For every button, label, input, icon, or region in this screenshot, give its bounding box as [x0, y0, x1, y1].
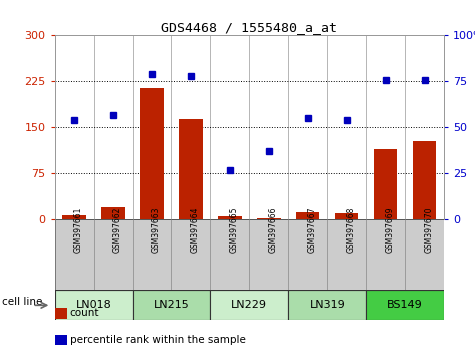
Bar [288, 290, 366, 320]
Bar [62, 215, 86, 219]
Bar [218, 216, 242, 219]
Bar [374, 149, 398, 219]
Text: LN229: LN229 [231, 300, 267, 310]
Bar [140, 87, 164, 219]
Text: cell line: cell line [2, 297, 43, 307]
Text: GSM397661: GSM397661 [74, 207, 83, 253]
Text: GSM397662: GSM397662 [113, 207, 122, 253]
Bar [179, 119, 203, 219]
Text: LN319: LN319 [309, 300, 345, 310]
Bar [335, 213, 359, 219]
Text: GSM397664: GSM397664 [191, 207, 200, 253]
Text: percentile rank within the sample: percentile rank within the sample [70, 335, 246, 345]
Text: count: count [70, 308, 99, 318]
Text: LN215: LN215 [153, 300, 190, 310]
Bar [413, 141, 437, 219]
Bar [257, 218, 281, 219]
Text: BS149: BS149 [387, 300, 423, 310]
Title: GDS4468 / 1555480_a_at: GDS4468 / 1555480_a_at [162, 21, 337, 34]
Text: GSM397668: GSM397668 [347, 207, 356, 253]
Bar [55, 335, 66, 345]
Bar [101, 207, 125, 219]
Bar [55, 290, 133, 320]
Text: GSM397663: GSM397663 [152, 207, 161, 253]
Text: GSM397669: GSM397669 [386, 207, 395, 253]
Text: GSM397670: GSM397670 [425, 207, 434, 253]
Text: GSM397665: GSM397665 [230, 207, 239, 253]
Bar [296, 212, 320, 219]
Text: LN018: LN018 [76, 300, 112, 310]
Bar [55, 308, 66, 319]
Text: GSM397666: GSM397666 [269, 207, 278, 253]
Bar [133, 290, 210, 320]
Text: GSM397667: GSM397667 [308, 207, 317, 253]
Bar [210, 290, 288, 320]
Bar [366, 290, 444, 320]
